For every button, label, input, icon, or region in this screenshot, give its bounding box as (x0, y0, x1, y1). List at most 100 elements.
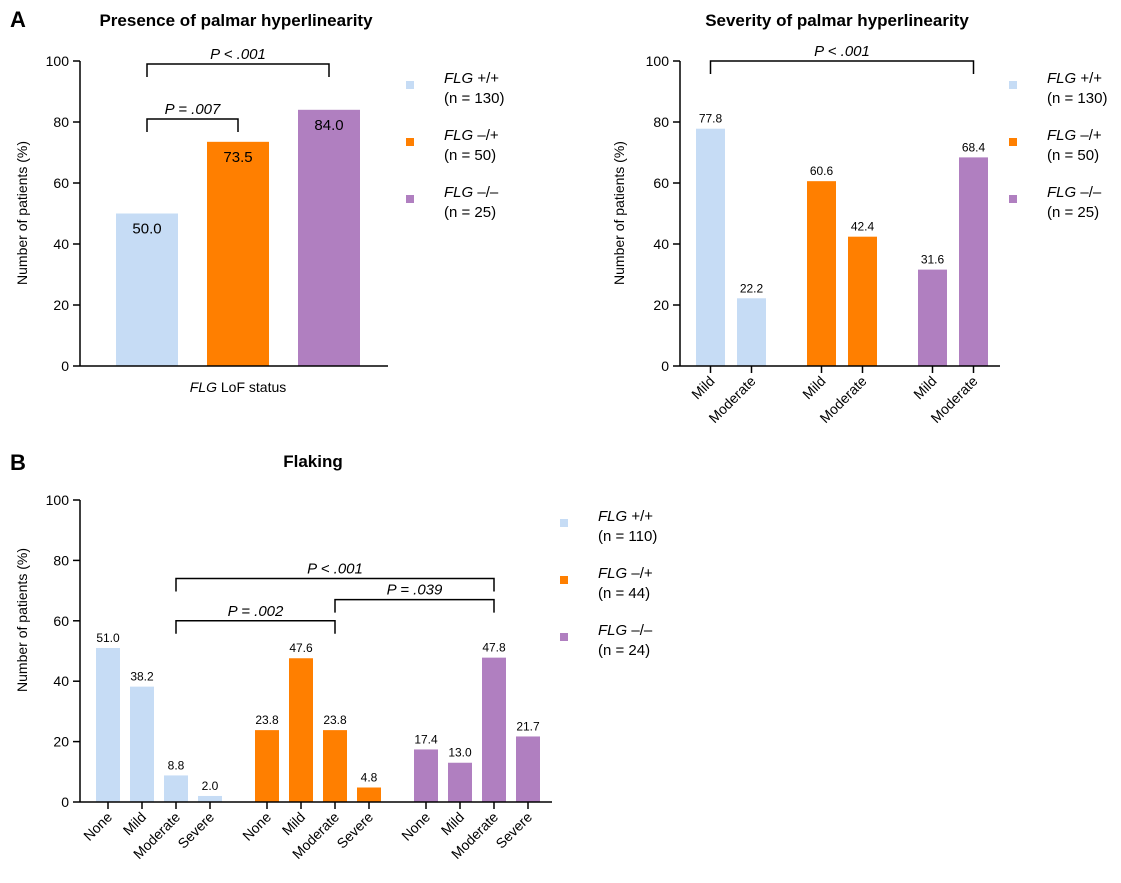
data-label: 23.8 (323, 713, 347, 727)
legend-label: FLG –/+ (444, 127, 499, 144)
bar (323, 730, 347, 802)
x-tick-label: Mild (120, 809, 149, 838)
data-label: 60.6 (810, 164, 834, 178)
y-tick-label: 20 (653, 297, 669, 313)
data-label: 84.0 (314, 117, 343, 134)
bar (255, 730, 279, 802)
significance-bracket (146, 63, 330, 78)
significance-bracket (146, 118, 239, 132)
x-tick-label: Severe (492, 809, 535, 852)
bar (116, 213, 178, 366)
chart-title: Presence of palmar hyperlinearity (99, 11, 373, 30)
y-axis-label: Number of patients (%) (14, 548, 30, 692)
data-label: 77.8 (699, 112, 723, 126)
legend-swatch (1009, 138, 1017, 146)
legend-swatch (560, 576, 568, 584)
legend-swatch (1009, 195, 1017, 203)
bar (807, 181, 836, 366)
legend-n: (n = 50) (444, 147, 496, 164)
data-label: 68.4 (962, 140, 986, 154)
p-value-label: P < .001 (307, 561, 363, 578)
significance-bracket (334, 598, 495, 613)
legend-n: (n = 24) (598, 642, 650, 659)
x-tick-label: Mild (438, 809, 467, 838)
legend-label: FLG –/+ (1047, 127, 1102, 144)
y-tick-label: 80 (53, 552, 69, 568)
y-tick-label: 80 (653, 114, 669, 130)
chart-severity: Severity of palmar hyperlinearity Number … (611, 11, 1107, 426)
legend-label-italic: FLG (1047, 184, 1077, 201)
legend-swatch (560, 633, 568, 641)
x-tick-label: None (239, 809, 274, 844)
data-label: 21.7 (516, 719, 540, 733)
x-tick-label: Mild (799, 373, 828, 402)
legend-label: FLG +/+ (444, 70, 499, 87)
legend-n: (n = 44) (598, 585, 650, 602)
p-value-label: P < .001 (814, 43, 870, 60)
legend-swatch (406, 81, 414, 89)
y-tick-label: 40 (653, 236, 669, 252)
x-tick-label: Severe (333, 809, 376, 852)
legend-n: (n = 50) (1047, 147, 1099, 164)
bar (298, 109, 360, 367)
bar (848, 236, 877, 366)
panel-letter-b: B (10, 450, 26, 475)
data-label: 50.0 (132, 221, 161, 238)
legend-swatch (1009, 81, 1017, 89)
bar (696, 128, 725, 366)
legend-label: FLG –/– (598, 622, 653, 639)
legend-label-italic: FLG (444, 70, 474, 87)
legend-swatch (406, 195, 414, 203)
y-tick-label: 100 (46, 53, 70, 69)
p-value-label: P = .039 (387, 582, 443, 599)
data-label: 73.5 (223, 149, 252, 166)
y-tick-label: 60 (53, 613, 69, 629)
x-axis-label-italic: FLG (190, 379, 217, 395)
legend-label-rest: +/+ (473, 70, 499, 87)
legend-swatch (406, 138, 414, 146)
significance-bracket (709, 60, 975, 74)
legend-label-rest: –/– (473, 184, 499, 201)
y-tick-label: 20 (53, 734, 69, 750)
bar (482, 657, 506, 802)
x-tick-label: Mild (910, 373, 939, 402)
y-axis-label: Number of patients (%) (14, 141, 30, 285)
y-tick-label: 40 (53, 673, 69, 689)
legend-label-italic: FLG (444, 127, 474, 144)
x-tick-label: None (80, 809, 115, 844)
data-label: 47.6 (289, 641, 313, 655)
data-label: 42.4 (851, 220, 875, 234)
data-label: 51.0 (96, 631, 120, 645)
bar (737, 298, 766, 366)
legend-swatch (560, 519, 568, 527)
chart-title: Flaking (283, 452, 343, 471)
data-label: 47.8 (482, 641, 506, 655)
y-tick-label: 0 (661, 358, 669, 374)
significance-bracket (175, 620, 336, 634)
y-tick-label: 20 (53, 297, 69, 313)
bar (918, 269, 947, 366)
x-tick-label: None (398, 809, 433, 844)
y-tick-label: 0 (61, 358, 69, 374)
data-label: 23.8 (255, 713, 279, 727)
legend-label-rest: –/– (627, 622, 653, 639)
chart-flaking: Flaking Number of patients (%) 0 20 40 60 80 10… (14, 452, 657, 862)
bar (289, 658, 313, 802)
bar (516, 736, 540, 802)
data-label: 17.4 (414, 732, 438, 746)
bar (164, 775, 188, 802)
legend-label-rest: +/+ (1076, 70, 1102, 87)
legend-label-italic: FLG (598, 622, 628, 639)
significance-bracket (175, 577, 495, 592)
data-label: 13.0 (448, 746, 472, 760)
chart-presence: Presence of palmar hyperlinearity Number … (14, 11, 504, 395)
legend-n: (n = 110) (598, 528, 657, 545)
legend-label-italic: FLG (1047, 127, 1077, 144)
x-tick-label: Mild (279, 809, 308, 838)
p-value-label: P < .001 (210, 46, 266, 63)
y-tick-label: 60 (653, 175, 669, 191)
bar (130, 686, 154, 802)
bar (959, 157, 988, 366)
y-tick-label: 100 (46, 492, 70, 508)
legend-label: FLG +/+ (598, 508, 653, 525)
